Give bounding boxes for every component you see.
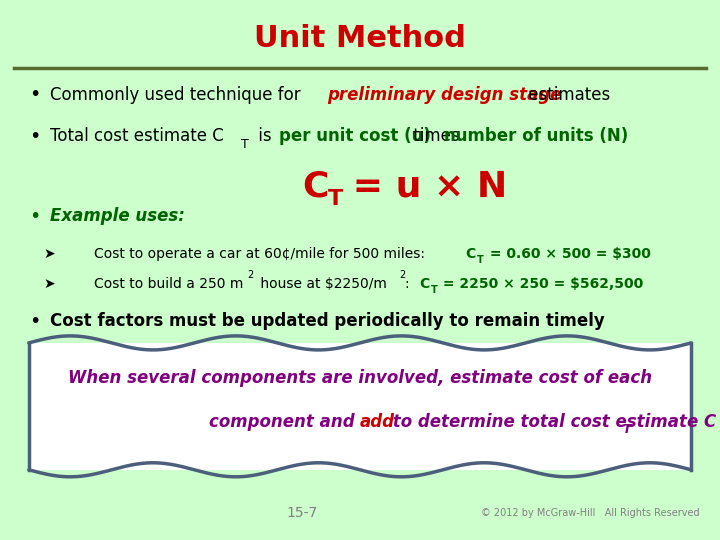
Text: :: : [405, 276, 419, 291]
Text: Cost to build a 250 m: Cost to build a 250 m [94, 276, 243, 291]
Text: Cost factors must be updated periodically to remain timely: Cost factors must be updated periodicall… [50, 312, 605, 330]
Text: add: add [360, 413, 395, 431]
Text: Example uses:: Example uses: [50, 207, 185, 225]
Text: Total cost estimate C: Total cost estimate C [50, 127, 224, 145]
Text: to determine total cost estimate C: to determine total cost estimate C [387, 413, 716, 431]
Text: component and: component and [209, 413, 360, 431]
Text: = u × N: = u × N [340, 170, 507, 203]
Text: C: C [302, 170, 329, 203]
Text: C: C [419, 276, 429, 291]
Text: 2: 2 [247, 270, 253, 280]
Text: T: T [241, 138, 249, 151]
Text: Commonly used technique for: Commonly used technique for [50, 85, 306, 104]
Text: 2: 2 [400, 270, 406, 280]
Text: = 2250 × 250 = $562,500: = 2250 × 250 = $562,500 [438, 276, 644, 291]
Text: estimates: estimates [523, 85, 610, 104]
FancyBboxPatch shape [29, 343, 691, 470]
Text: ➤: ➤ [43, 247, 55, 261]
Text: •: • [29, 206, 40, 226]
Text: preliminary design stage: preliminary design stage [328, 85, 562, 104]
Text: per unit cost (u): per unit cost (u) [279, 127, 431, 145]
Text: •: • [29, 85, 40, 104]
Text: T: T [431, 285, 438, 295]
Text: T: T [328, 189, 343, 210]
Text: Cost to operate a car at 60¢/mile for 500 miles:: Cost to operate a car at 60¢/mile for 50… [94, 247, 429, 261]
Text: number of units (N): number of units (N) [444, 127, 629, 145]
Text: Unit Method: Unit Method [254, 24, 466, 53]
Text: times: times [408, 127, 465, 145]
Text: house at $2250/m: house at $2250/m [256, 276, 387, 291]
Text: •: • [29, 126, 40, 146]
Text: T: T [623, 423, 631, 436]
Text: is: is [253, 127, 277, 145]
Text: When several components are involved, estimate cost of each: When several components are involved, es… [68, 369, 652, 387]
Text: C: C [465, 247, 475, 261]
Text: ➤: ➤ [43, 276, 55, 291]
Text: © 2012 by McGraw-Hill   All Rights Reserved: © 2012 by McGraw-Hill All Rights Reserve… [481, 508, 700, 518]
Text: T: T [477, 255, 484, 265]
Text: 15-7: 15-7 [287, 506, 318, 520]
Text: = 0.60 × 500 = $300: = 0.60 × 500 = $300 [485, 247, 650, 261]
Text: •: • [29, 312, 40, 331]
